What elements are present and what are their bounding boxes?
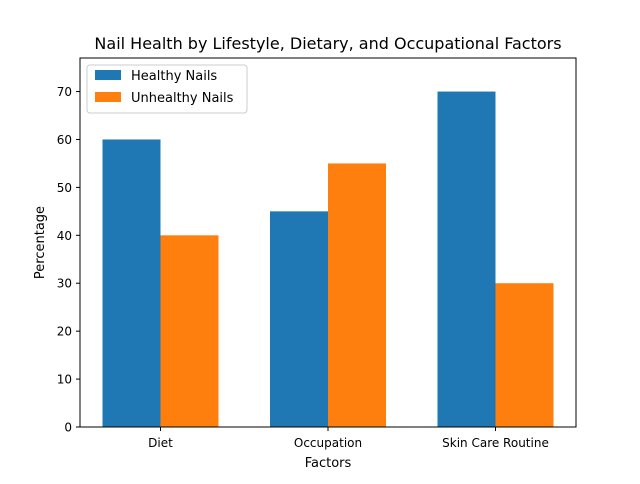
x-axis: Diet Occupation Skin Care Routine: [148, 427, 549, 450]
y-axis: 0 10 20 30 40 50 60 70: [57, 85, 80, 435]
y-tick-label: 70: [57, 85, 72, 99]
y-tick-label: 60: [57, 133, 72, 147]
legend-box: [86, 64, 248, 114]
bar-unhealthy-nails-occupation: [328, 163, 386, 427]
legend-swatch-unhealthy-nails: [95, 92, 121, 102]
y-tick-label: 50: [57, 181, 72, 195]
x-tick-label-skin-care-routine: Skin Care Routine: [442, 436, 549, 450]
bar-healthy-nails-skin-care-routine: [437, 91, 496, 428]
bar-unhealthy-nails-diet: [160, 235, 219, 427]
bar-unhealthy-nails-skin-care-routine: [495, 283, 554, 427]
y-tick-label: 30: [57, 277, 72, 291]
legend-swatch-healthy-nails: [95, 70, 121, 80]
y-tick-label: 0: [64, 421, 72, 435]
y-axis-label: Percentage: [33, 206, 48, 279]
plot-frame: [79, 57, 577, 428]
legend-label-healthy-nails: Healthy Nails: [131, 69, 217, 84]
x-tick-label-diet: Diet: [148, 436, 173, 450]
x-axis-label: Factors: [305, 456, 352, 471]
legend: Healthy Nails Unhealthy Nails: [86, 64, 248, 114]
legend-label-unhealthy-nails: Unhealthy Nails: [131, 91, 234, 106]
x-tick-label-occupation: Occupation: [294, 436, 362, 450]
y-tick-label: 20: [57, 325, 72, 339]
bar-healthy-nails-occupation: [270, 211, 328, 427]
bar-healthy-nails-diet: [102, 139, 161, 427]
chart-title: Nail Health by Lifestyle, Dietary, and O…: [94, 34, 561, 53]
bars-layer: [102, 91, 554, 428]
y-tick-label: 40: [57, 229, 72, 243]
y-tick-label: 10: [57, 373, 72, 387]
